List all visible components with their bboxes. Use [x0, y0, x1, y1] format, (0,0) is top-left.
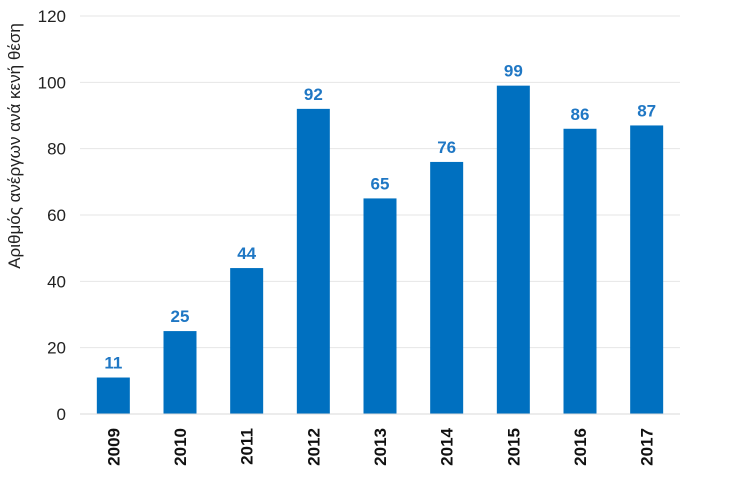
data-label-2015: 99 [504, 62, 523, 81]
data-labels: 11 25 44 92 65 76 99 86 87 [104, 62, 656, 373]
bar-2010 [163, 331, 197, 414]
data-label-2010: 25 [171, 307, 190, 326]
x-tick-2016: 2016 [571, 428, 590, 466]
bar-2016 [563, 128, 597, 414]
data-label-2013: 65 [371, 174, 390, 193]
data-label-2012: 92 [304, 85, 323, 104]
x-tick-2011: 2011 [238, 428, 257, 465]
bars [96, 85, 664, 415]
y-tick-0: 0 [57, 405, 66, 424]
y-axis-label: Αριθμός ανέργων ανά κενή θέση [5, 23, 24, 269]
y-tick-120: 120 [38, 7, 66, 26]
x-tick-2015: 2015 [504, 428, 523, 466]
x-tick-2013: 2013 [371, 428, 390, 466]
x-tick-2017: 2017 [638, 428, 657, 466]
bar-2013 [363, 198, 397, 414]
data-label-2011: 44 [237, 244, 256, 263]
y-tick-60: 60 [47, 206, 66, 225]
y-tick-40: 40 [47, 272, 66, 291]
bar-2017 [630, 125, 664, 414]
y-tick-20: 20 [47, 339, 66, 358]
x-tick-2014: 2014 [438, 427, 457, 465]
x-tick-2010: 2010 [171, 428, 190, 466]
y-axis-ticks: 0 20 40 60 80 100 120 [38, 7, 66, 424]
bar-2012 [296, 108, 330, 414]
y-tick-80: 80 [47, 140, 66, 159]
bar-2011 [230, 268, 264, 414]
bar-2015 [496, 85, 530, 415]
data-label-2014: 76 [437, 138, 456, 157]
data-label-2016: 86 [571, 105, 590, 124]
bar-2009 [96, 377, 130, 414]
bar-2014 [430, 161, 464, 414]
data-label-2009: 11 [104, 354, 122, 373]
x-tick-2009: 2009 [104, 428, 123, 466]
data-label-2017: 87 [637, 101, 656, 120]
x-axis-categories: 2009 2010 2011 2012 2013 2014 2015 2016 2017 [104, 427, 656, 465]
y-tick-100: 100 [38, 73, 66, 92]
x-tick-2012: 2012 [304, 428, 323, 466]
